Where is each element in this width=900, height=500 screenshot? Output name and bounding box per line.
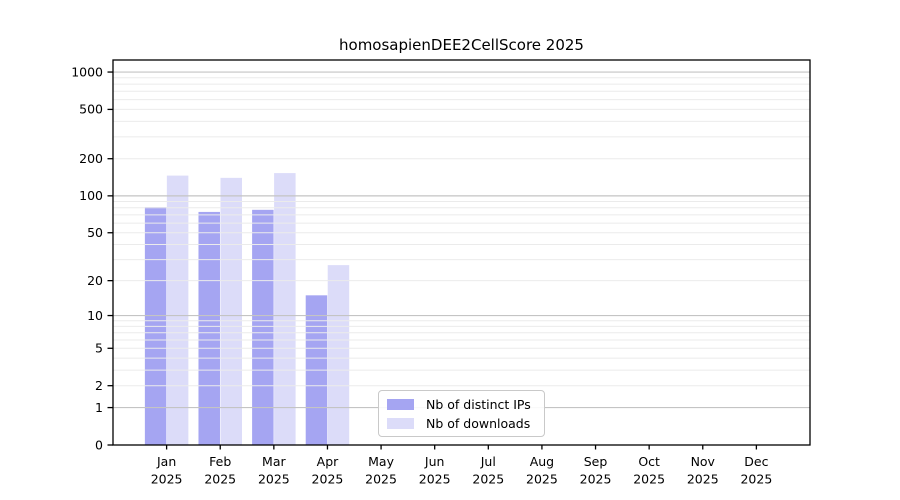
bar-distinct-ips-mar bbox=[252, 209, 274, 445]
x-tick-label-year: 2025 bbox=[472, 472, 504, 487]
bar-downloads-jan bbox=[166, 175, 189, 445]
y-tick-label: 0 bbox=[95, 437, 103, 452]
y-tick-label: 50 bbox=[87, 225, 103, 240]
y-tick-label: 20 bbox=[87, 273, 103, 288]
x-tick-label-month: May bbox=[368, 454, 394, 469]
legend-swatch-distinct-ips bbox=[387, 398, 414, 410]
y-tick-label: 100 bbox=[79, 188, 103, 203]
x-tick-label-year: 2025 bbox=[312, 472, 344, 487]
x-tick-label-month: Sep bbox=[584, 454, 608, 469]
x-tick-label-month: Mar bbox=[262, 454, 286, 469]
x-tick-label-month: Jan bbox=[156, 454, 176, 469]
legend: Nb of distinct IPs Nb of downloads bbox=[378, 390, 545, 437]
x-tick-label-year: 2025 bbox=[687, 472, 719, 487]
legend-label-distinct-ips: Nb of distinct IPs bbox=[426, 396, 531, 412]
y-tick-label: 1000 bbox=[71, 64, 103, 79]
x-tick-label-month: Jun bbox=[424, 454, 445, 469]
bar-downloads-feb bbox=[220, 177, 242, 446]
chart-title: homosapienDEE2CellScore 2025 bbox=[339, 36, 584, 54]
bar-downloads-apr bbox=[327, 265, 350, 445]
x-tick-label-month: Apr bbox=[317, 454, 339, 469]
plot-border bbox=[112, 59, 811, 446]
y-tick-label: 5 bbox=[95, 341, 103, 356]
y-tick-label: 500 bbox=[79, 102, 103, 117]
y-tick-label: 2 bbox=[95, 378, 103, 393]
x-tick-label-year: 2025 bbox=[740, 472, 772, 487]
legend-label-downloads: Nb of downloads bbox=[426, 415, 531, 431]
x-tick-label-month: Jul bbox=[480, 454, 496, 469]
x-tick-label-month: Dec bbox=[744, 454, 768, 469]
x-tick-label-year: 2025 bbox=[365, 472, 397, 487]
y-tick-label: 10 bbox=[87, 308, 103, 323]
legend-item-distinct-ips: Nb of distinct IPs bbox=[387, 397, 536, 412]
x-tick-label-month: Nov bbox=[691, 454, 716, 469]
y-tick-label: 200 bbox=[79, 151, 103, 166]
bar-distinct-ips-feb bbox=[198, 211, 220, 445]
x-tick-label-year: 2025 bbox=[151, 472, 183, 487]
x-tick-label-month: Oct bbox=[638, 454, 660, 469]
legend-swatch-downloads bbox=[387, 417, 414, 429]
x-tick-label-year: 2025 bbox=[526, 472, 558, 487]
x-tick-label-year: 2025 bbox=[580, 472, 612, 487]
bar-downloads-mar bbox=[274, 173, 296, 445]
y-tick-label: 1 bbox=[95, 400, 103, 415]
x-tick-label-year: 2025 bbox=[419, 472, 451, 487]
x-tick-label-year: 2025 bbox=[633, 472, 665, 487]
x-tick-label-month: Feb bbox=[209, 454, 231, 469]
legend-item-downloads: Nb of downloads bbox=[387, 416, 536, 431]
x-tick-label-year: 2025 bbox=[258, 472, 290, 487]
x-tick-label-month: Aug bbox=[530, 454, 554, 469]
x-tick-label-year: 2025 bbox=[204, 472, 236, 487]
